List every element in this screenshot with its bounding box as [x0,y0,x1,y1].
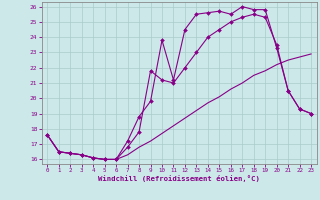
X-axis label: Windchill (Refroidissement éolien,°C): Windchill (Refroidissement éolien,°C) [98,175,260,182]
